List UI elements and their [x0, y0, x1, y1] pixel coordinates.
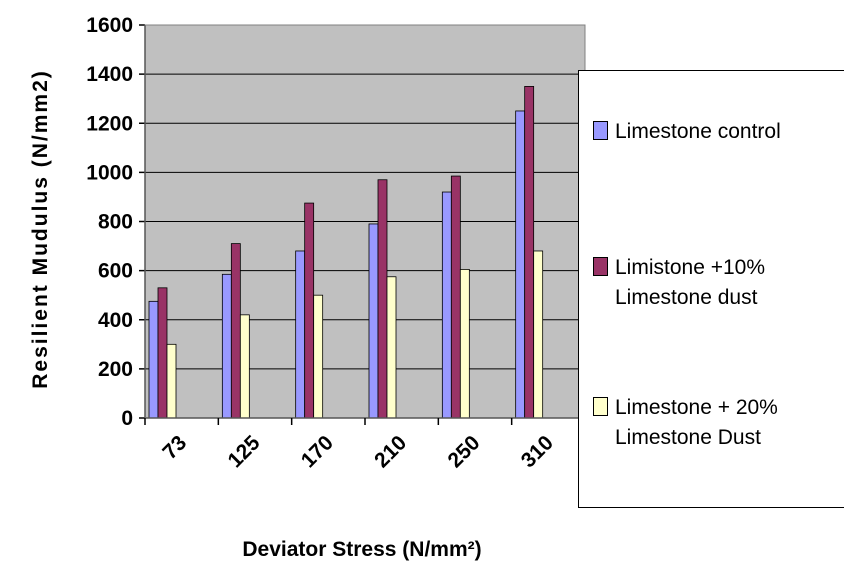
bar — [157, 287, 168, 419]
x-tick-label: 250 — [443, 431, 484, 472]
legend-swatch — [593, 397, 608, 416]
x-axis-title: Deviator Stress (N/mm²) — [242, 538, 481, 561]
bar — [313, 294, 324, 419]
x-tick-label: 170 — [297, 431, 338, 472]
x-tick-label: 73 — [158, 431, 191, 464]
bar — [533, 250, 544, 419]
bar — [386, 276, 397, 419]
legend-label: Limestone + 20% Limestone Dust — [615, 396, 778, 450]
y-tick-label: 0 — [121, 407, 133, 430]
y-tick-label: 200 — [98, 358, 133, 381]
bar — [459, 268, 470, 419]
y-tick-label: 400 — [98, 309, 133, 332]
y-axis-title: Resilient Mudulus (N/mm2) — [29, 69, 52, 389]
bar — [441, 191, 452, 419]
y-tick-label: 600 — [98, 260, 133, 283]
bar — [368, 223, 379, 419]
bar — [524, 86, 535, 419]
x-tick-label: 125 — [223, 431, 264, 472]
y-tick-label: 800 — [98, 211, 133, 234]
legend-label: Limestone control — [615, 120, 781, 143]
bar — [239, 314, 250, 419]
bar — [515, 110, 526, 419]
bar — [148, 300, 159, 419]
legend-item-limestone-control: Limestone control — [593, 117, 781, 147]
y-tick-label: 1600 — [86, 14, 133, 37]
bar — [450, 175, 461, 419]
legend: Limestone control Limistone +10% Limesto… — [578, 70, 844, 508]
y-tick-labels: 0 200 400 600 800 1000 1200 1400 1600 — [86, 14, 133, 430]
legend-swatch — [593, 257, 608, 276]
x-tick-label: 310 — [517, 431, 558, 472]
legend-item-limestone-20: Limestone + 20% Limestone Dust — [593, 393, 825, 454]
y-tick-label: 1000 — [86, 161, 133, 184]
legend-item-limestone-10: Limistone +10% Limestone dust — [593, 253, 825, 314]
x-tick-labels: 73 125 170 210 250 310 — [158, 431, 557, 472]
bar — [166, 343, 177, 419]
bar — [295, 250, 306, 419]
bar — [304, 202, 315, 419]
bar — [230, 243, 241, 419]
y-tick-label: 1200 — [86, 112, 133, 135]
legend-swatch — [593, 121, 608, 140]
x-tick-label: 210 — [370, 431, 411, 472]
bar — [377, 179, 388, 419]
legend-label: Limistone +10% Limestone dust — [615, 256, 766, 310]
y-tick-label: 1400 — [86, 63, 133, 86]
bar — [221, 273, 232, 419]
